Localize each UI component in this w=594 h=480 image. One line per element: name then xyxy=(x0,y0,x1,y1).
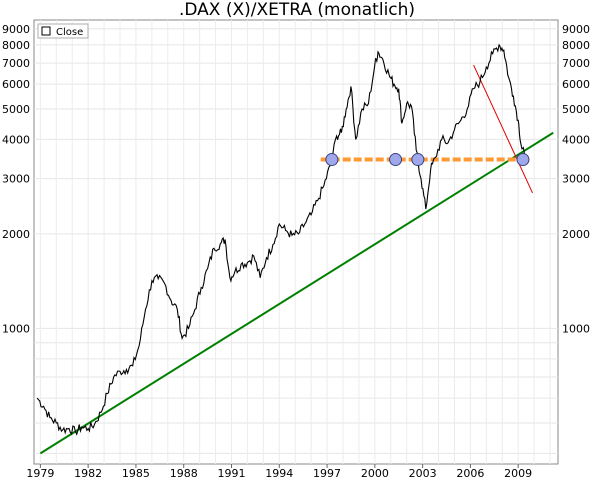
marker-point xyxy=(411,153,425,167)
y-tick-label-left: 5000 xyxy=(2,103,30,116)
x-tick-label: 1988 xyxy=(170,467,198,480)
series-layer xyxy=(36,43,554,455)
y-tick-label-right: 2000 xyxy=(562,228,590,241)
y-tick-label-right: 4000 xyxy=(562,133,590,146)
x-tick-label: 2000 xyxy=(361,467,389,480)
x-tick-label: 1997 xyxy=(313,467,341,480)
chart-title: .DAX (X)/XETRA (monatlich) xyxy=(178,0,416,20)
y-tick-label-right: 1000 xyxy=(562,322,590,335)
series-line-close xyxy=(36,43,526,436)
y-tick-label-right: 9000 xyxy=(562,23,590,36)
y-tick-label-left: 4000 xyxy=(2,133,30,146)
x-tick-label: 1985 xyxy=(122,467,150,480)
y-tick-label-right: 8000 xyxy=(562,39,590,52)
y-tick-label-left: 9000 xyxy=(2,23,30,36)
y-tick-label-left: 8000 xyxy=(2,39,30,52)
y-tick-label-left: 2000 xyxy=(2,228,30,241)
trendline-support xyxy=(39,131,554,455)
y-tick-label-right: 5000 xyxy=(562,103,590,116)
x-tick-label: 2006 xyxy=(456,467,484,480)
x-tick-label: 2003 xyxy=(409,467,437,480)
y-tick-label-left: 6000 xyxy=(2,78,30,91)
x-tick-label: 1982 xyxy=(74,467,102,480)
y-tick-label-left: 7000 xyxy=(2,57,30,70)
grid-layer xyxy=(34,20,558,464)
marker-point xyxy=(389,153,403,167)
y-tick-label-left: 3000 xyxy=(2,173,30,186)
y-tick-label-right: 3000 xyxy=(562,173,590,186)
legend: Close xyxy=(37,23,89,39)
x-tick-label: 1979 xyxy=(26,467,54,480)
x-tick-label: 2009 xyxy=(504,467,532,480)
trendline-resistance xyxy=(473,64,533,194)
legend-label-close: Close xyxy=(56,27,83,38)
y-tick-label-right: 6000 xyxy=(562,78,590,91)
x-tick-label: 1991 xyxy=(217,467,245,480)
y-tick-label-right: 7000 xyxy=(562,57,590,70)
marker-point xyxy=(516,153,530,167)
y-tick-label-left: 1000 xyxy=(2,322,30,335)
axis-layer: 1000 1000 2000 2000 3000 3000 4000 4000 5000 5000… xyxy=(2,23,590,480)
x-tick-label: 1994 xyxy=(265,467,293,480)
marker-point xyxy=(325,153,339,167)
legend-swatch xyxy=(41,26,51,36)
